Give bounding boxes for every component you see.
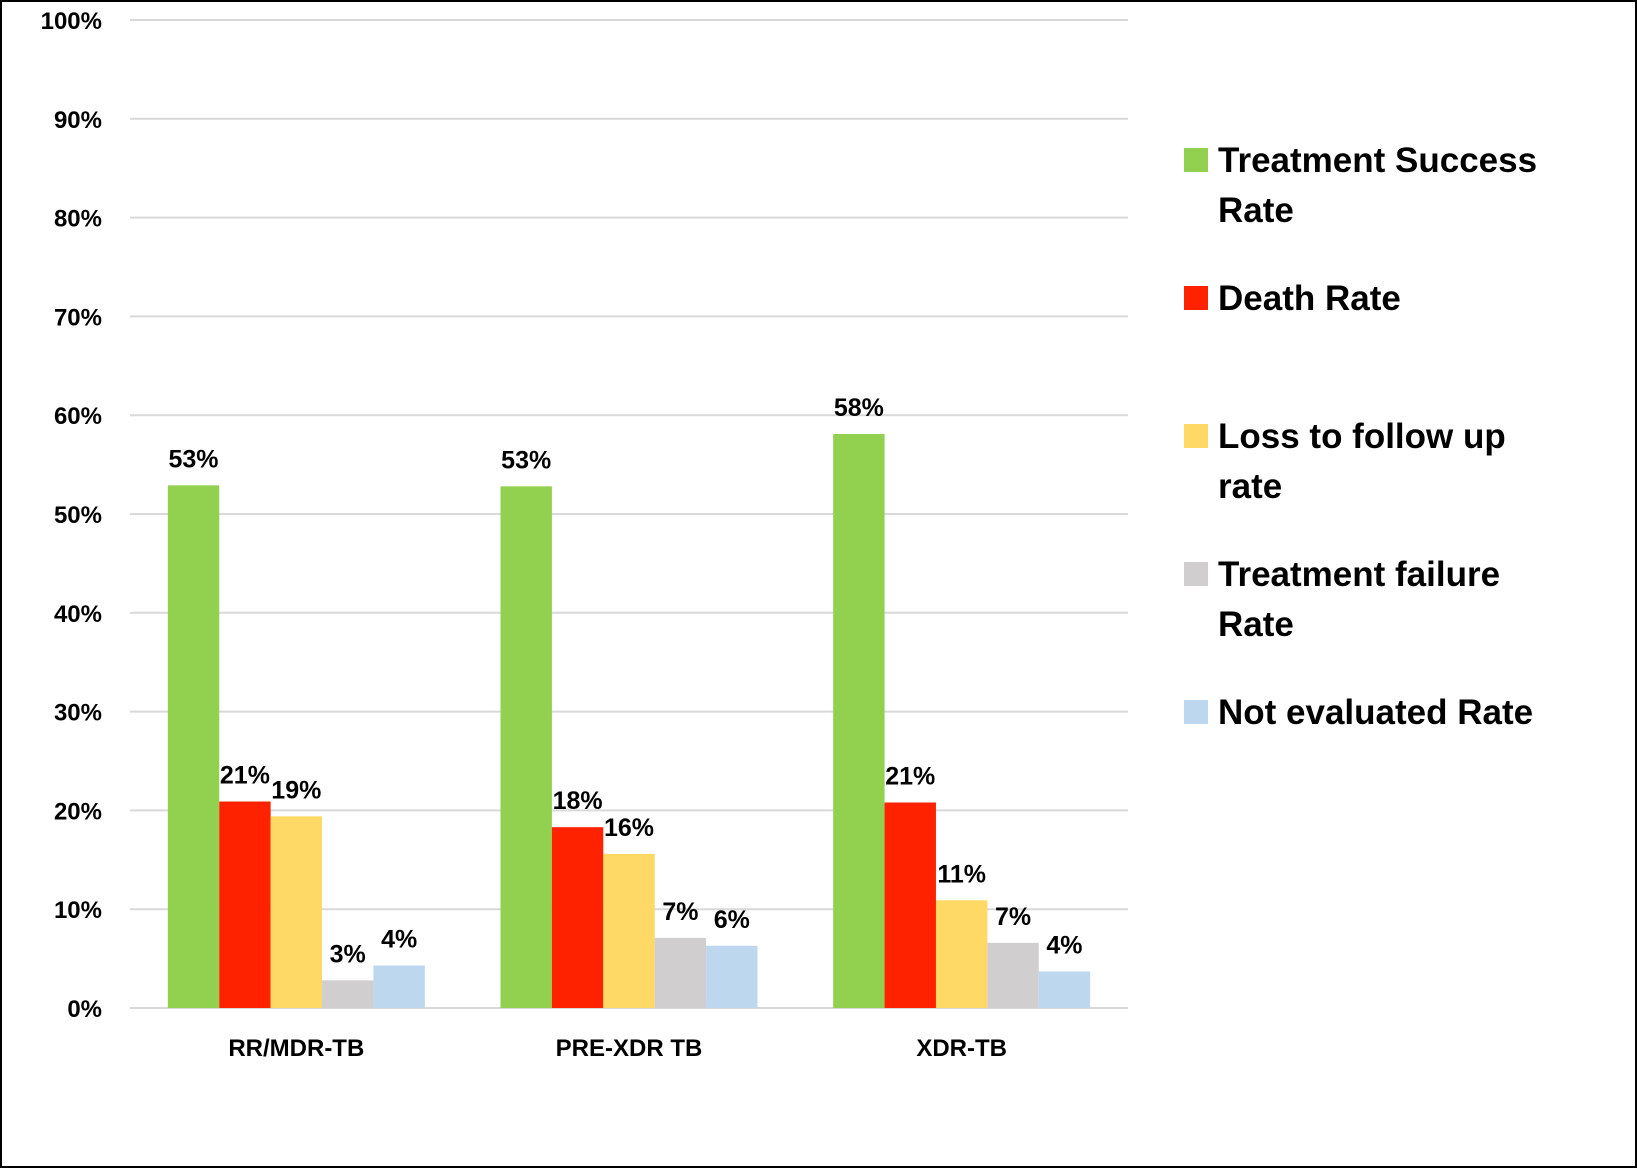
- data-label: 4%: [381, 926, 417, 954]
- data-label: 19%: [271, 776, 321, 804]
- bar: [270, 816, 323, 1008]
- legend-swatch: [1184, 562, 1208, 586]
- bar: [1038, 971, 1091, 1008]
- y-tick-label: 30%: [54, 700, 102, 727]
- data-label: 7%: [995, 903, 1031, 931]
- bar: [654, 937, 707, 1008]
- data-label: 18%: [553, 787, 603, 815]
- legend-label: Treatment Success: [1218, 141, 1537, 180]
- bar: [987, 942, 1039, 1008]
- bar: [219, 801, 271, 1008]
- y-tick-label: 60%: [54, 403, 102, 430]
- legend-label: Loss to follow up: [1218, 417, 1506, 456]
- data-label: 53%: [501, 446, 551, 474]
- x-category-label: RR/MDR-TB: [228, 1035, 364, 1062]
- legend-item: Treatment Success Rate: [1184, 141, 1537, 230]
- bar: [167, 485, 220, 1008]
- bar: [373, 965, 425, 1008]
- y-tick-label: 10%: [54, 897, 102, 924]
- y-tick-label: 40%: [54, 601, 102, 628]
- data-label: 6%: [714, 906, 750, 934]
- data-label: 21%: [885, 762, 935, 790]
- legend-label: Death Rate: [1218, 279, 1401, 318]
- legend-item: Not evaluated Rate: [1184, 693, 1533, 732]
- legend-label: Treatment failure: [1218, 555, 1500, 594]
- x-category-label: XDR-TB: [916, 1035, 1007, 1062]
- data-label: 16%: [604, 814, 654, 842]
- data-labels: 53%21%19%3%4%53%18%16%7% 6%58%21%11%7%4%: [169, 394, 1083, 968]
- bars: [167, 433, 1091, 1008]
- y-tick-label: 20%: [54, 798, 102, 825]
- legend-item: Loss to follow up rate: [1184, 417, 1506, 506]
- bar: [833, 433, 885, 1008]
- y-tick-label: 0%: [67, 996, 102, 1023]
- data-label: 21%: [220, 762, 270, 790]
- bar: [935, 900, 988, 1008]
- legend-item: Death Rate: [1184, 279, 1401, 318]
- data-label: 58%: [834, 394, 884, 422]
- x-category-label: PRE-XDR TB: [556, 1035, 703, 1062]
- legend-item: Treatment failure Rate: [1184, 555, 1500, 644]
- y-axis-ticks: 0% 10% 20% 30% 40% 50% 60% 70% 80% 90% 100%: [41, 8, 102, 1023]
- bar: [706, 945, 758, 1008]
- data-label: 3%: [330, 940, 366, 968]
- legend: Treatment Success Rate Death Rate Loss to f…: [1184, 141, 1537, 732]
- bar: [884, 802, 936, 1008]
- legend-swatch: [1184, 424, 1208, 448]
- legend-label: Rate: [1218, 605, 1294, 644]
- bar: [322, 980, 374, 1008]
- bar: [551, 827, 604, 1008]
- x-axis-categories: RR/MDR-TB PRE-XDR TB XDR-TB: [228, 1035, 1007, 1062]
- y-tick-label: 50%: [54, 502, 102, 529]
- legend-swatch: [1184, 148, 1208, 172]
- y-tick-label: 80%: [54, 206, 102, 233]
- legend-label: Rate: [1218, 191, 1294, 230]
- bar: [603, 853, 655, 1008]
- legend-label: rate: [1218, 467, 1282, 506]
- data-label: 7%: [662, 898, 698, 926]
- y-tick-label: 100%: [41, 8, 102, 35]
- y-tick-label: 70%: [54, 304, 102, 331]
- legend-swatch: [1184, 700, 1208, 724]
- data-label: 11%: [937, 860, 986, 888]
- bar: [500, 486, 552, 1008]
- legend-label: Not evaluated Rate: [1218, 693, 1533, 732]
- legend-swatch: [1184, 286, 1208, 310]
- data-label: 53%: [169, 445, 219, 473]
- data-label: 4%: [1046, 931, 1082, 959]
- y-tick-label: 90%: [54, 107, 102, 134]
